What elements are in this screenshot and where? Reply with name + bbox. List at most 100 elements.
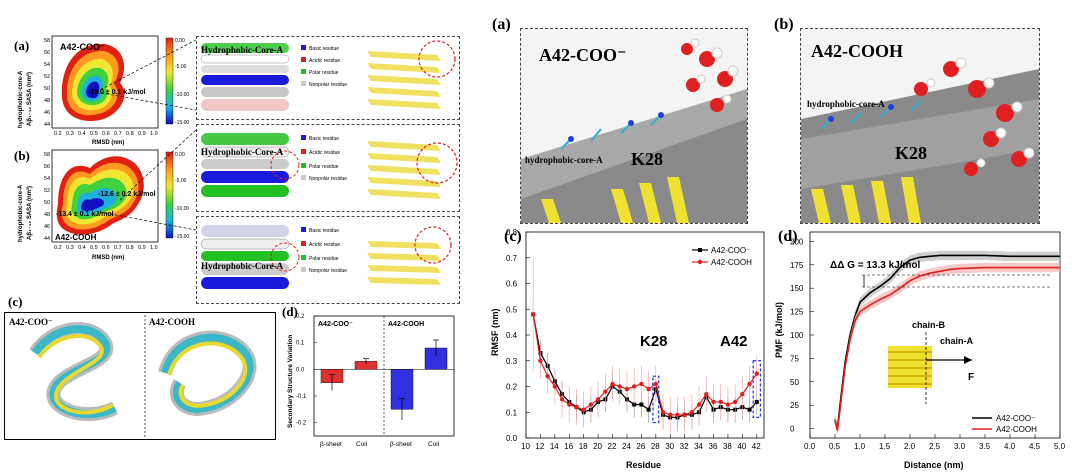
sheet-strands — [541, 177, 689, 223]
rmsf-xtick: 22 — [608, 442, 617, 451]
pmf-xtick: 5.0 — [1054, 442, 1066, 451]
pmf-xtick: 2.5 — [929, 442, 941, 451]
ytick: 54 — [44, 176, 50, 182]
rmsf-point — [718, 399, 723, 405]
rmsf-xlabel: Residue — [626, 460, 661, 470]
xtick: 0.5 — [90, 131, 98, 137]
xtick: 0.9 — [138, 131, 146, 137]
free-energy-map-b: A42-COOH -12.6 ± 0.2 kJ/mol -13.4 ± 0.1 … — [18, 149, 189, 261]
right-figure: (a) (b) (c) (d) A42-COO⁻ — [476, 0, 1072, 475]
rmsf-legend-label: A42-COOH — [711, 258, 752, 267]
core-label-3: Hydrophobic-Core-A — [201, 261, 284, 271]
rmsf-point — [725, 402, 731, 407]
rmsf-ytick: 0.3 — [506, 357, 518, 366]
legend-item: Nonpolar residue — [309, 268, 347, 274]
rmsf-point — [660, 410, 666, 415]
structure-box-3: Basic residue Acidic residue Polar resid… — [196, 216, 460, 304]
ytick: 50 — [44, 86, 50, 92]
right-label-d: (d) — [778, 228, 798, 245]
snapshot-a-residue: K28 — [631, 149, 664, 169]
structure-box-2: Basic residue Acidic residue Polar resid… — [196, 124, 460, 212]
pmf-xlabel: Distance (nm) — [904, 460, 964, 470]
bar-ytick: -0.2 — [296, 421, 307, 427]
pmf-force: F — [968, 372, 974, 383]
bar-ylabel: Secondary Structure Variation — [287, 335, 294, 428]
xtick: 0.8 — [126, 245, 134, 251]
rmsf-point — [538, 358, 543, 363]
legend-1: Basic residue Acidic residue Polar resid… — [301, 45, 347, 88]
rmsf-point — [581, 407, 586, 412]
bar-left-label: A42-COO⁻ — [318, 321, 353, 328]
bar-category: Coil — [356, 441, 368, 448]
rmsf-point — [696, 402, 702, 407]
rmsf-point — [574, 404, 579, 410]
legend-item: Acidic residue — [309, 58, 340, 64]
pmf-ytick: 75 — [790, 354, 799, 363]
free-energy-map-a: A42-COO⁻ -15.0 ± 0.1 kJ/mol 58 56 54 52 … — [18, 35, 189, 146]
structure-render-3: Basic residue Acidic residue Polar resid… — [200, 225, 452, 289]
rmsf-point — [552, 384, 558, 389]
rmsf-legend-marker — [697, 259, 703, 265]
sheet-ribbons-2 — [367, 141, 441, 199]
rmsf-point — [559, 397, 565, 402]
rmsf-chart: 0.0 0.1 0.2 0.3 0.4 0.5 0.6 0.7 0.8 10 12 14 16 18 20… — [490, 228, 765, 470]
legend-3: Basic residue Acidic residue Polar resid… — [301, 227, 347, 274]
rmsf-ytick: 0.1 — [506, 408, 518, 417]
map-b-annotation1: -12.6 ± 0.2 kJ/mol — [98, 191, 156, 198]
pmf-xtick: 0.0 — [804, 442, 816, 451]
xtick: 1.0 — [150, 245, 158, 251]
legend-item: Polar residue — [309, 256, 339, 262]
snapshot-a-render — [521, 38, 747, 223]
bar-ytick: 0.0 — [296, 367, 305, 373]
bar-ytick: -0.1 — [296, 394, 307, 400]
sheet-strands — [811, 177, 921, 223]
ensemble-panel: A42-COO⁻ A42-COOH — [4, 312, 276, 440]
rmsf-point — [646, 386, 651, 392]
panel-label-d: (d) — [282, 304, 298, 319]
ytick: 58 — [44, 152, 50, 158]
rmsf-point — [747, 407, 752, 412]
rmsf-k28-label: K28 — [640, 333, 668, 350]
ytick: 58 — [44, 38, 50, 44]
left-figure: (a) (b) (c) (d) A42-COO⁻ -15.0 ± 0.1 kJ/… — [0, 0, 462, 475]
pmf-chain-b: chain-B — [912, 320, 946, 330]
pmf-ytick: 25 — [790, 401, 799, 410]
rmsf-point — [732, 399, 738, 405]
ytick: 44 — [44, 236, 50, 242]
right-label-c: (c) — [504, 228, 522, 245]
pmf-ytick: 100 — [790, 331, 804, 340]
rmsf-ytick: 0.5 — [506, 305, 518, 314]
snapshot-b-core: hydrophobic-core-A — [807, 99, 885, 109]
map-a-xlabel: RMSD (nm) — [92, 140, 124, 146]
xtick: 0.9 — [138, 245, 146, 251]
contour-blue — [86, 81, 100, 99]
pmf-legend-label: A42-COO⁻ — [996, 414, 1035, 423]
rmsf-xtick: 36 — [709, 442, 718, 451]
ytick: 46 — [44, 110, 50, 116]
xtick: 0.6 — [102, 131, 110, 137]
xtick: 0.2 — [54, 131, 62, 137]
ensemble-render — [29, 315, 257, 437]
panel-label-b: (b) — [14, 148, 30, 163]
rmsf-xtick: 20 — [593, 442, 602, 451]
pmf-chart: 0 25 50 75 100 125 150 175 200 0.0 0.5 1.0 1.5 2.0 2.… — [774, 231, 1066, 470]
map-b-xlabel: RMSD (nm) — [92, 255, 124, 261]
bar-category: β-sheet — [320, 441, 342, 448]
rmsf-a42-label: A42 — [720, 333, 748, 350]
xtick: 0.4 — [78, 131, 86, 137]
pmf-xtick: 0.5 — [829, 442, 841, 451]
snapshot-b-render — [801, 57, 1039, 223]
rmsf-xtick: 24 — [622, 442, 631, 451]
rmsf-legend-label: A42-COO⁻ — [711, 246, 750, 255]
core-label-1: Hydrophobic-Core-A — [201, 45, 284, 55]
rmsf-xtick: 18 — [579, 442, 588, 451]
rmsf-xtick: 32 — [680, 442, 689, 451]
snapshot-b-title: A42-COOH — [811, 41, 903, 61]
map-a-ylabel: hydrophobic-core-A — [18, 70, 24, 128]
highlight-circle — [418, 40, 456, 78]
xtick: 0.3 — [66, 131, 74, 137]
cbar-tick: 0.00 — [175, 152, 185, 158]
rmsf-point — [689, 410, 695, 415]
rmsf-point — [624, 386, 630, 392]
snapshot-a-title: A42-COO⁻ — [539, 45, 627, 65]
